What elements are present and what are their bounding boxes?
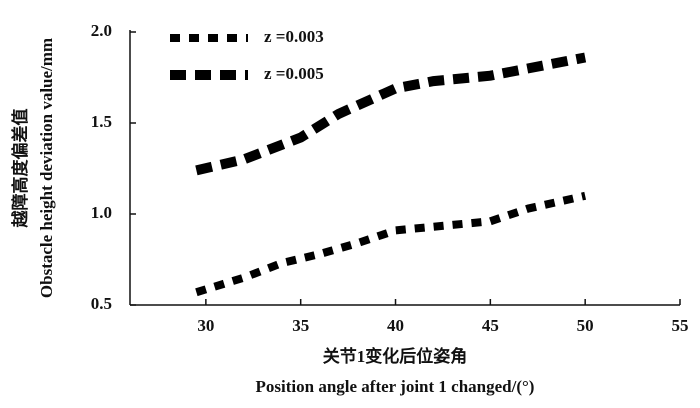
y-tick-label: 1.5 <box>91 112 112 131</box>
x-tick-label: 50 <box>577 316 594 335</box>
x-axis-label: Position angle after joint 1 changed/(°) <box>256 377 535 396</box>
legend-label: z =0.005 <box>264 64 324 83</box>
y-axis-label: Obstacle height deviation value/mm <box>37 38 56 298</box>
y-tick-label: 0.5 <box>91 294 112 313</box>
x-axis-label: 关节1变化后位姿角 <box>323 346 468 366</box>
y-tick-label: 2.0 <box>91 21 112 40</box>
data-line <box>195 191 587 297</box>
x-tick-label: 45 <box>482 316 499 335</box>
x-tick-label: 35 <box>292 316 309 335</box>
data-line <box>195 52 587 176</box>
x-tick-label: 55 <box>672 316 689 335</box>
legend-label: z =0.003 <box>264 27 324 46</box>
y-axis-label: 越障高度偏差值 <box>10 109 30 229</box>
x-tick-label: 40 <box>387 316 404 335</box>
x-tick-label: 30 <box>197 316 214 335</box>
y-tick-label: 1.0 <box>91 203 112 222</box>
